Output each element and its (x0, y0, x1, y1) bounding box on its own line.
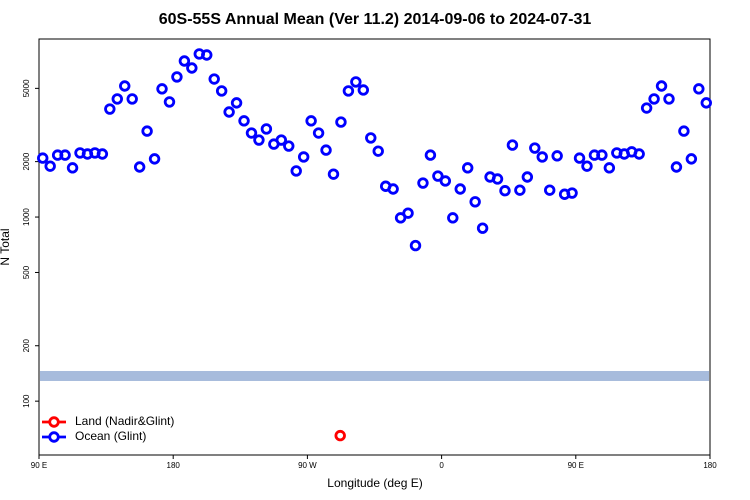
point (387, 183, 399, 195)
plot-frame (38, 38, 711, 456)
point (640, 102, 653, 114)
legend-label: Ocean (Glint) (75, 429, 146, 443)
chart-title: 60S-55S Annual Mean (Ver 11.2) 2014-09-0… (159, 11, 592, 28)
point (141, 125, 153, 137)
point (685, 153, 698, 165)
point (603, 162, 616, 174)
point (506, 139, 519, 151)
point (536, 151, 548, 163)
point (350, 76, 362, 88)
point (230, 97, 243, 109)
point (476, 222, 489, 234)
point (655, 80, 668, 92)
point (126, 93, 138, 105)
y-tick-label: 100 (22, 394, 31, 408)
point (596, 149, 608, 161)
legend-label: Land (Nadir&Glint) (75, 414, 174, 428)
point (59, 149, 71, 161)
point (491, 173, 504, 185)
x-tick-label: 90 W (298, 461, 317, 470)
point (223, 106, 235, 118)
point (44, 160, 56, 172)
point (417, 177, 429, 189)
point (111, 93, 123, 105)
point (186, 62, 198, 74)
point (581, 160, 593, 172)
point (260, 123, 273, 135)
legend-marker (48, 416, 60, 428)
point (283, 140, 295, 152)
band (40, 370, 709, 381)
y-tick-label: 200 (22, 339, 31, 353)
point (119, 80, 131, 92)
point (201, 49, 213, 61)
point (409, 239, 422, 252)
point (357, 84, 370, 96)
y-tick-label: 2000 (22, 152, 31, 170)
point (700, 97, 712, 109)
point (439, 175, 452, 187)
point (335, 116, 347, 128)
point (514, 184, 526, 196)
point (447, 212, 459, 224)
point (238, 115, 250, 127)
x-tick-label: 90 E (31, 461, 47, 470)
point (245, 127, 258, 139)
x-axis-title: Longitude (deg E) (327, 476, 422, 490)
x-tick-label: 180 (167, 461, 181, 470)
y-tick-label: 5000 (22, 79, 31, 97)
point (156, 83, 168, 95)
point (253, 134, 265, 146)
point (365, 132, 377, 144)
point (529, 142, 541, 154)
point (327, 168, 340, 180)
legend-marker (48, 431, 60, 443)
y-tick-label: 500 (22, 265, 31, 279)
point (275, 134, 288, 146)
point (372, 145, 384, 157)
x-tick-label: 90 E (568, 461, 584, 470)
point (573, 152, 586, 164)
point (648, 93, 660, 105)
point (148, 153, 161, 165)
point (544, 184, 556, 196)
y-axis-title: N Total (0, 228, 12, 265)
point (96, 148, 109, 160)
point (312, 127, 325, 139)
point (178, 55, 191, 67)
point (551, 150, 563, 162)
point (215, 85, 228, 97)
y-tick-label: 1000 (22, 208, 31, 226)
point (342, 85, 355, 97)
point (133, 161, 146, 173)
point (297, 151, 310, 163)
point (521, 171, 534, 183)
point (171, 71, 183, 83)
point (104, 103, 116, 115)
point (305, 115, 317, 127)
point (290, 165, 302, 177)
point (693, 83, 705, 95)
point (678, 125, 690, 137)
point (566, 187, 578, 199)
point (66, 162, 79, 174)
point (469, 196, 481, 208)
point (208, 73, 220, 85)
point (432, 170, 444, 182)
point (663, 93, 675, 105)
point (670, 161, 683, 173)
point (320, 144, 332, 156)
point (499, 185, 511, 197)
point (37, 152, 49, 164)
x-tick-label: 180 (703, 461, 717, 470)
point (334, 429, 346, 442)
x-tick-label: 0 (439, 461, 444, 470)
point (424, 149, 437, 161)
point (454, 183, 466, 195)
point (402, 207, 414, 219)
point (461, 162, 474, 174)
point (163, 96, 176, 108)
point (633, 148, 645, 160)
